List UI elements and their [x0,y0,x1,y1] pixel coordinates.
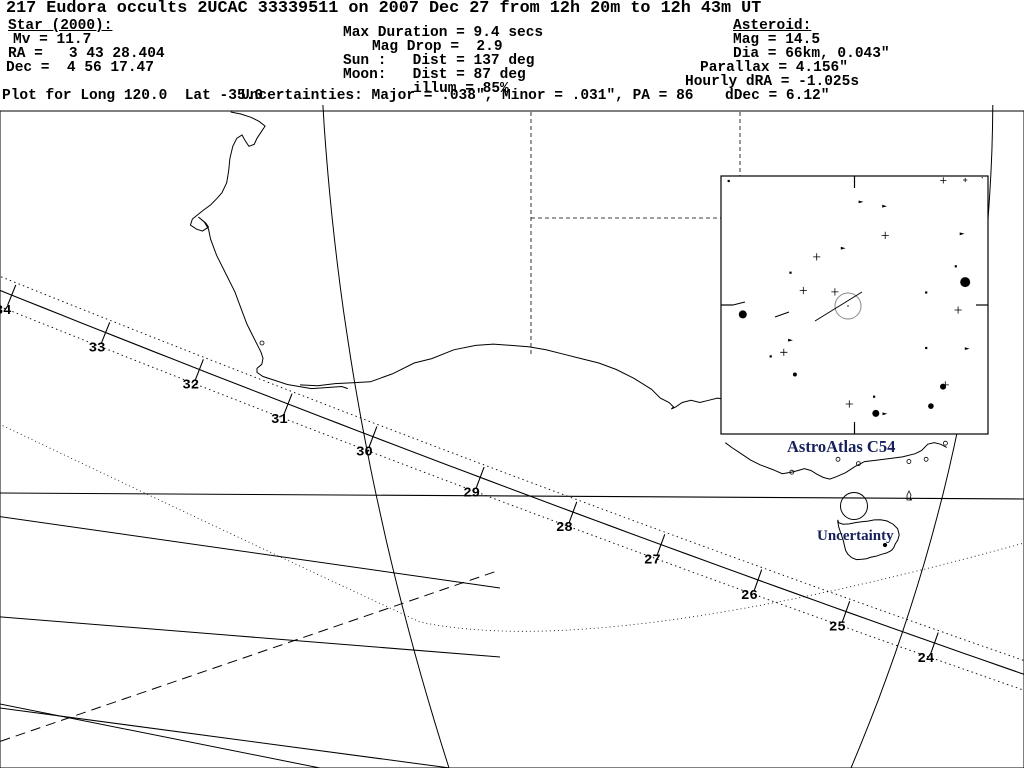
svg-text:24: 24 [918,651,935,667]
svg-text:25: 25 [829,620,846,636]
svg-text:34: 34 [0,303,12,319]
svg-text:28: 28 [556,520,573,536]
svg-text:Uncertainty: Uncertainty [817,528,894,544]
svg-text:29: 29 [463,485,480,501]
svg-text:33: 33 [89,340,106,356]
svg-text:31: 31 [271,412,288,428]
svg-text:30: 30 [356,445,373,461]
svg-text:27: 27 [644,553,661,569]
svg-text:AstroAtlas C54: AstroAtlas C54 [787,437,895,456]
svg-text:32: 32 [182,377,199,393]
svg-text:26: 26 [741,588,758,604]
